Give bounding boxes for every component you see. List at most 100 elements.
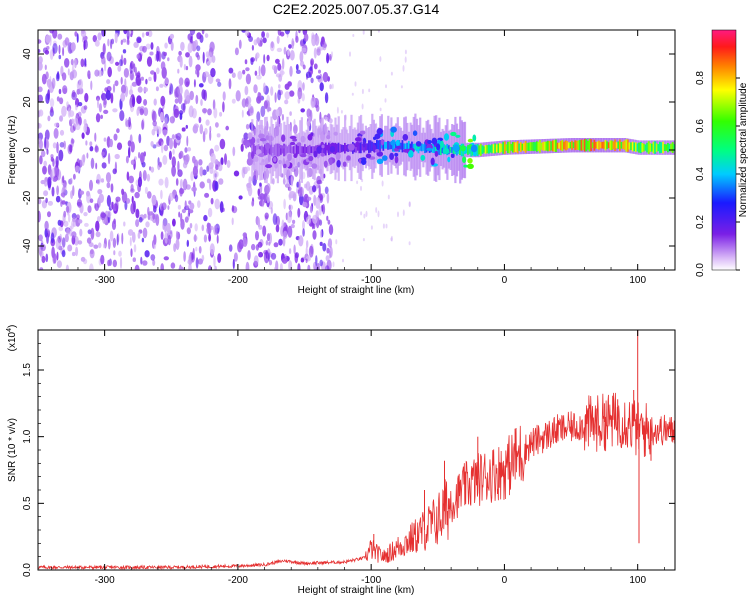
spectrogram-ridge-blob bbox=[402, 134, 409, 141]
spectrogram-ridge-core bbox=[355, 142, 358, 153]
spectrogram-noise-blob bbox=[180, 41, 185, 52]
spectrogram-noise-blob bbox=[326, 192, 330, 204]
spectrogram-ridge-core bbox=[368, 140, 371, 154]
spectrogram-noise-blob bbox=[144, 186, 148, 195]
spectrogram-ridge-core bbox=[510, 143, 513, 151]
spectrogram-noise-blob bbox=[208, 233, 212, 242]
spectrogram-noise-blob bbox=[38, 86, 43, 93]
spectrogram-noise-blob bbox=[204, 33, 209, 38]
spectrogram-ridge-core bbox=[291, 146, 294, 154]
spectrogram-noise-blob bbox=[244, 85, 249, 96]
spectrogram-noise-blob bbox=[150, 70, 155, 75]
snr-frame bbox=[37, 329, 676, 571]
spectrogram-noise-blob bbox=[381, 180, 384, 187]
spectrogram-noise-blob bbox=[72, 222, 77, 227]
spectrogram-noise-blob bbox=[61, 72, 67, 81]
spectrogram-noise-blob bbox=[289, 65, 293, 77]
spectrogram-noise-blob bbox=[206, 226, 211, 234]
spectrogram-noise-blob bbox=[213, 255, 216, 268]
spectrogram-noise-blob bbox=[59, 115, 64, 122]
spectrogram-noise-blob bbox=[282, 230, 288, 239]
spectrogram-ridge-core bbox=[280, 145, 283, 155]
spectrogram-noise-blob bbox=[52, 177, 58, 182]
spectrogram-noise-blob bbox=[206, 222, 211, 230]
spectrogram-noise-blob bbox=[150, 254, 156, 261]
spectrogram-noise-blob bbox=[121, 188, 125, 195]
spectrogram-noise-blob bbox=[153, 205, 157, 213]
spectrogram-noise-blob bbox=[78, 219, 83, 224]
spectrogram-ridge-core bbox=[535, 141, 539, 152]
spectrogram-noise-blob bbox=[207, 207, 213, 218]
spectrogram-noise-blob bbox=[142, 45, 147, 53]
spectrogram-noise-blob bbox=[377, 210, 380, 218]
snr-axes: -300 -200 -100 0 100 0.0 0.5 1.0 1.5 bbox=[22, 330, 675, 586]
spectrogram-noise-blob bbox=[147, 30, 153, 38]
spectrogram-ridge-core bbox=[545, 141, 548, 151]
spectrogram-noise-blob bbox=[189, 90, 194, 101]
spectrogram-ridge-blob bbox=[264, 142, 271, 150]
spectrogram-noise-blob bbox=[322, 71, 329, 83]
spectrogram-y-tick-label: 40 bbox=[22, 48, 33, 60]
spectrogram-noise-blob bbox=[137, 86, 143, 93]
spectrogram-noise-blob bbox=[274, 92, 277, 103]
spectrogram-noise-blob bbox=[327, 242, 331, 247]
spectrogram-noise-blob bbox=[85, 140, 88, 146]
spectrogram-noise-blob bbox=[408, 201, 411, 207]
spectrogram-ridge-core bbox=[459, 145, 462, 155]
spectrogram-noise-blob bbox=[179, 179, 183, 189]
spectrogram-noise-blob bbox=[340, 110, 343, 114]
spectrogram-noise-blob bbox=[171, 134, 175, 140]
spectrogram-noise-blob bbox=[196, 32, 202, 40]
spectrogram-ridge-core bbox=[294, 144, 297, 156]
spectrogram-noise-blob bbox=[153, 71, 157, 83]
spectrogram-noise-blob bbox=[182, 178, 188, 191]
spectrogram-noise-blob bbox=[351, 92, 354, 96]
spectrogram-ridge-core bbox=[553, 140, 556, 152]
spectrogram-noise-blob bbox=[96, 173, 101, 185]
spectrogram-noise-blob bbox=[242, 69, 246, 75]
spectrogram-noise-blob bbox=[153, 98, 157, 106]
spectrogram-noise-blob bbox=[188, 55, 193, 68]
spectrogram-noise-blob bbox=[217, 81, 222, 87]
spectrogram-noise-blob bbox=[133, 244, 137, 253]
spectrogram-noise-blob bbox=[282, 177, 286, 185]
spectrogram-noise-blob bbox=[247, 76, 251, 81]
spectrogram-ridge-core bbox=[406, 142, 409, 151]
spectrogram-ridge-core bbox=[344, 142, 347, 154]
spectrogram-ridge-core bbox=[382, 139, 385, 151]
spectrogram-noise-blob bbox=[98, 193, 105, 203]
spectrogram-noise-blob bbox=[390, 235, 393, 242]
spectrogram-ridge-core bbox=[377, 140, 380, 152]
spectrogram-noise-blob bbox=[56, 169, 60, 178]
spectrogram-noise-blob bbox=[168, 192, 174, 202]
spectrogram-noise-blob bbox=[44, 177, 49, 182]
spectrogram-ridge-core bbox=[615, 142, 618, 149]
spectrogram-noise-blob bbox=[97, 32, 102, 41]
spectrogram-noise-blob bbox=[136, 78, 142, 86]
spectrogram-noise-blob bbox=[145, 43, 151, 50]
spectrogram-noise-blob bbox=[266, 183, 271, 193]
spectrogram-ridge-core bbox=[593, 139, 596, 151]
spectrogram-noise-blob bbox=[95, 113, 101, 123]
spectrogram-noise-blob bbox=[95, 231, 101, 238]
spectrogram-noise-blob bbox=[361, 103, 364, 110]
spectrogram-noise-blob bbox=[360, 211, 363, 216]
spectrogram-noise-blob bbox=[43, 160, 47, 167]
spectrogram-noise-blob bbox=[245, 97, 249, 108]
spectrogram-ridge-core bbox=[268, 145, 271, 155]
spectrogram-ridge-core bbox=[569, 141, 572, 149]
spectrogram-noise-blob bbox=[44, 49, 50, 55]
spectrogram-ridge-blob bbox=[380, 139, 385, 146]
spectrogram-noise-blob bbox=[191, 186, 197, 192]
spectrogram-ridge-blob bbox=[443, 133, 450, 141]
spectrogram-noise-blob bbox=[97, 189, 103, 195]
spectrogram-ridge-blob bbox=[390, 126, 397, 133]
spectrogram-noise-blob bbox=[146, 173, 151, 182]
spectrogram-noise-blob bbox=[247, 108, 251, 117]
spectrogram-ridge-core bbox=[494, 143, 497, 154]
spectrogram-noise-blob bbox=[352, 34, 355, 37]
spectrogram-noise-blob bbox=[288, 248, 292, 255]
spectrogram-noise-blob bbox=[110, 92, 114, 104]
spectrogram-ridge-core bbox=[265, 145, 268, 155]
spectrogram-noise-blob bbox=[219, 201, 224, 213]
